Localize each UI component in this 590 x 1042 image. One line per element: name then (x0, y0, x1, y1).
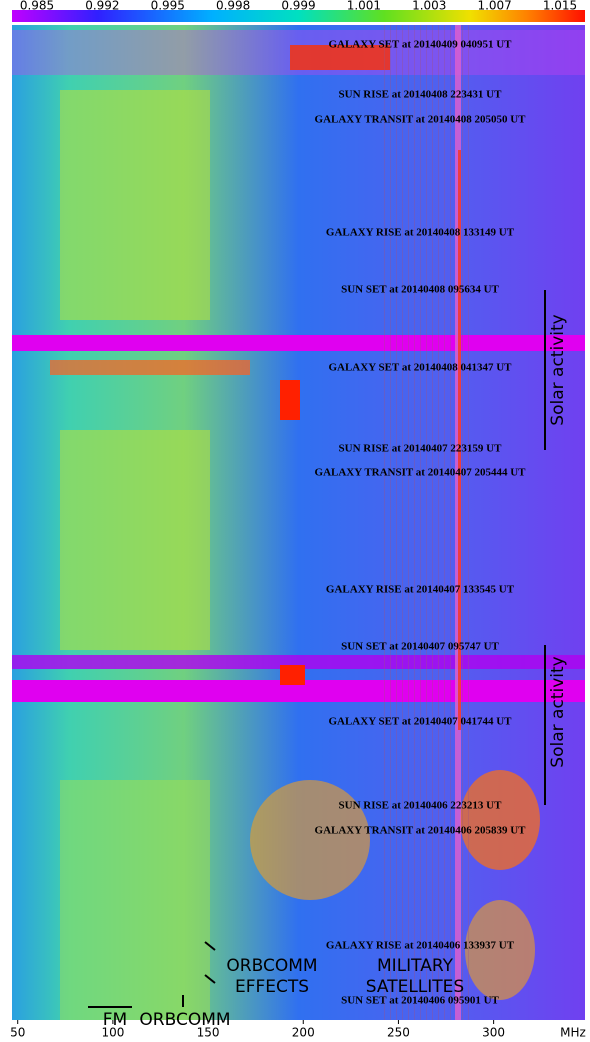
solar-label: Solar activity (548, 656, 568, 767)
feature-label: FM (103, 1010, 127, 1030)
event-annotation: SUN SET at 20140407 095747 UT (341, 641, 499, 653)
event-annotation: GALAXY TRANSIT at 20140408 205050 UT (315, 114, 527, 126)
colorbar-label: 0.992 (85, 0, 119, 13)
colorbar-label: 0.995 (151, 0, 185, 13)
spectrogram (12, 25, 585, 1020)
chart: 0.985 0.992 0.995 0.998 0.999 1.001 1.003 1.007… (0, 0, 590, 1042)
colorbar-label: 0.999 (281, 0, 315, 13)
event-annotation: SUN RISE at 20140408 223431 UT (339, 89, 503, 101)
feature-label: SATELLITES (366, 977, 464, 997)
event-annotation: GALAXY TRANSIT at 20140407 205444 UT (315, 467, 527, 479)
colorbar-label: 1.001 (347, 0, 381, 13)
colorbar-label: 1.015 (543, 0, 577, 13)
colorbar-label: 0.985 (20, 0, 54, 13)
event-annotation: GALAXY SET at 20140408 041347 UT (328, 362, 512, 374)
event-annotation: GALAXY RISE at 20140408 133149 UT (326, 227, 515, 239)
x-tick-label: 300 (482, 1026, 505, 1040)
feature-label: EFFECTS (235, 977, 309, 997)
x-tick-label: 250 (387, 1026, 410, 1040)
x-tick-label: 50 (10, 1026, 25, 1040)
feature-label: ORBCOMM (139, 1010, 230, 1030)
event-annotation: SUN SET at 20140408 095634 UT (341, 284, 499, 296)
event-annotation: SUN RISE at 20140406 223213 UT (339, 800, 503, 812)
event-annotation: GALAXY SET at 20140409 040951 UT (328, 39, 512, 51)
event-annotation: SUN RISE at 20140407 223159 UT (339, 443, 503, 455)
event-annotation: GALAXY RISE at 20140407 133545 UT (326, 584, 515, 596)
x-unit: MHz (560, 1026, 586, 1040)
feature-label: MILITARY (377, 956, 454, 976)
feature-label: ORBCOMM (226, 956, 317, 976)
solar-label: Solar activity (548, 314, 568, 425)
event-annotation: GALAXY TRANSIT at 20140406 205839 UT (315, 825, 527, 837)
event-annotation: GALAXY SET at 20140407 041744 UT (328, 716, 512, 728)
colorbar-label: 0.998 (216, 0, 250, 13)
event-annotation: GALAXY RISE at 20140406 133937 UT (326, 940, 515, 952)
x-tick-label: 200 (292, 1026, 315, 1040)
colorbar-label: 1.007 (477, 0, 511, 13)
colorbar-label: 1.003 (412, 0, 446, 13)
